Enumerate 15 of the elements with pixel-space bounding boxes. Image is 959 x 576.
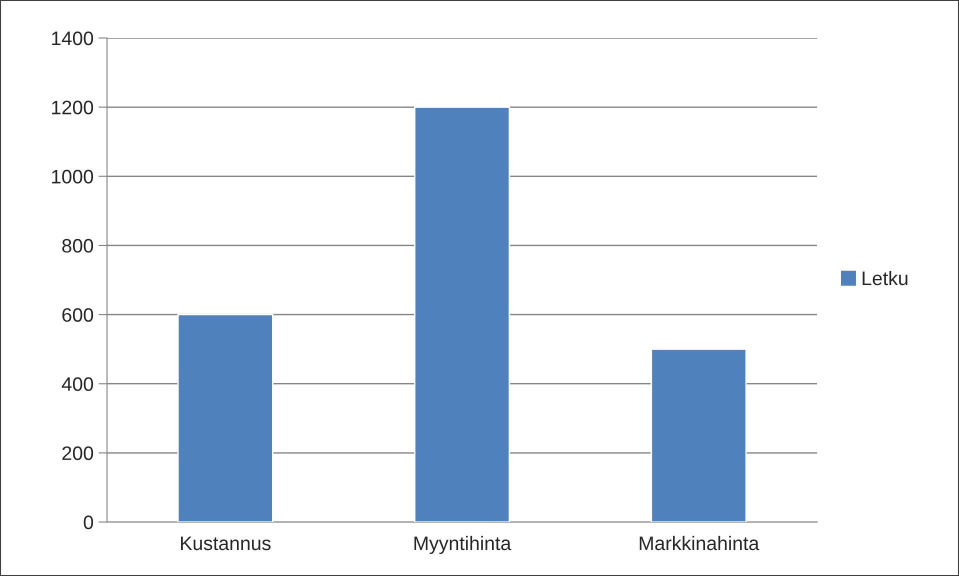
y-tick-label: 800 [62,238,94,253]
y-tick-label: 1000 [52,170,94,184]
y-tick-label: 200 [62,446,94,460]
x-tick-label: Myyntihinta [414,536,512,554]
y-tick-label: 0 [84,515,94,530]
x-tick-label: Markkinahinta [640,536,760,550]
bar [414,106,510,522]
y-tick-label: 400 [62,377,94,391]
y-tick-label: 1400 [52,31,94,46]
bar [650,348,747,522]
y-tick-label: 600 [62,308,94,322]
x-tick-label: Kustannus [181,536,271,550]
legend-label: Letku [862,270,908,286]
y-tick-label: 1200 [52,100,94,114]
bar [177,314,274,522]
